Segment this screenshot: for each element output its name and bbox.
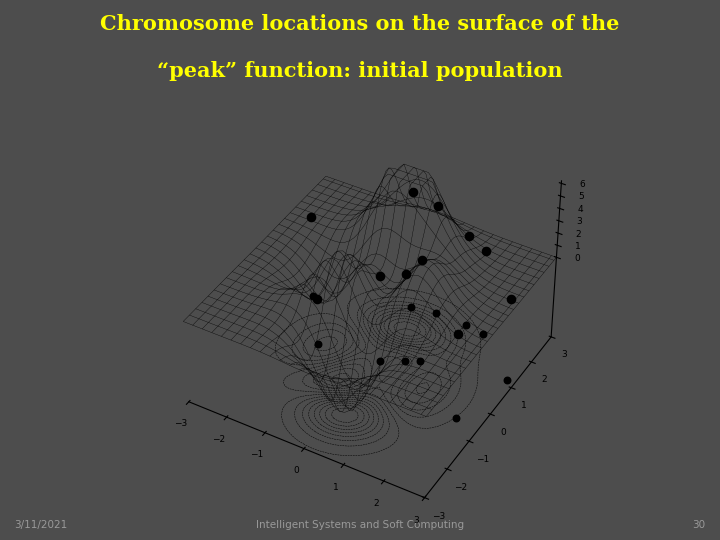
Text: “peak” function: initial population: “peak” function: initial population (157, 61, 563, 81)
Text: 3/11/2021: 3/11/2021 (14, 520, 68, 530)
Text: Chromosome locations on the surface of the: Chromosome locations on the surface of t… (100, 14, 620, 34)
Text: Intelligent Systems and Soft Computing: Intelligent Systems and Soft Computing (256, 520, 464, 530)
Text: 30: 30 (693, 520, 706, 530)
